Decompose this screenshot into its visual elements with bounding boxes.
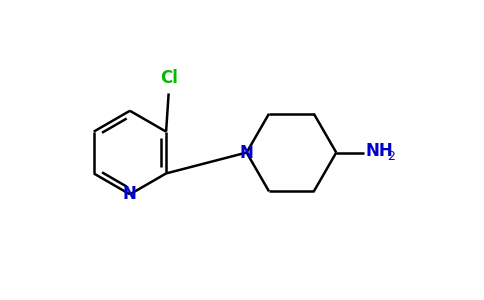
Text: N: N (123, 185, 137, 203)
Text: NH: NH (365, 142, 393, 160)
Text: Cl: Cl (160, 69, 178, 87)
Text: 2: 2 (387, 150, 394, 163)
Text: N: N (240, 143, 254, 161)
